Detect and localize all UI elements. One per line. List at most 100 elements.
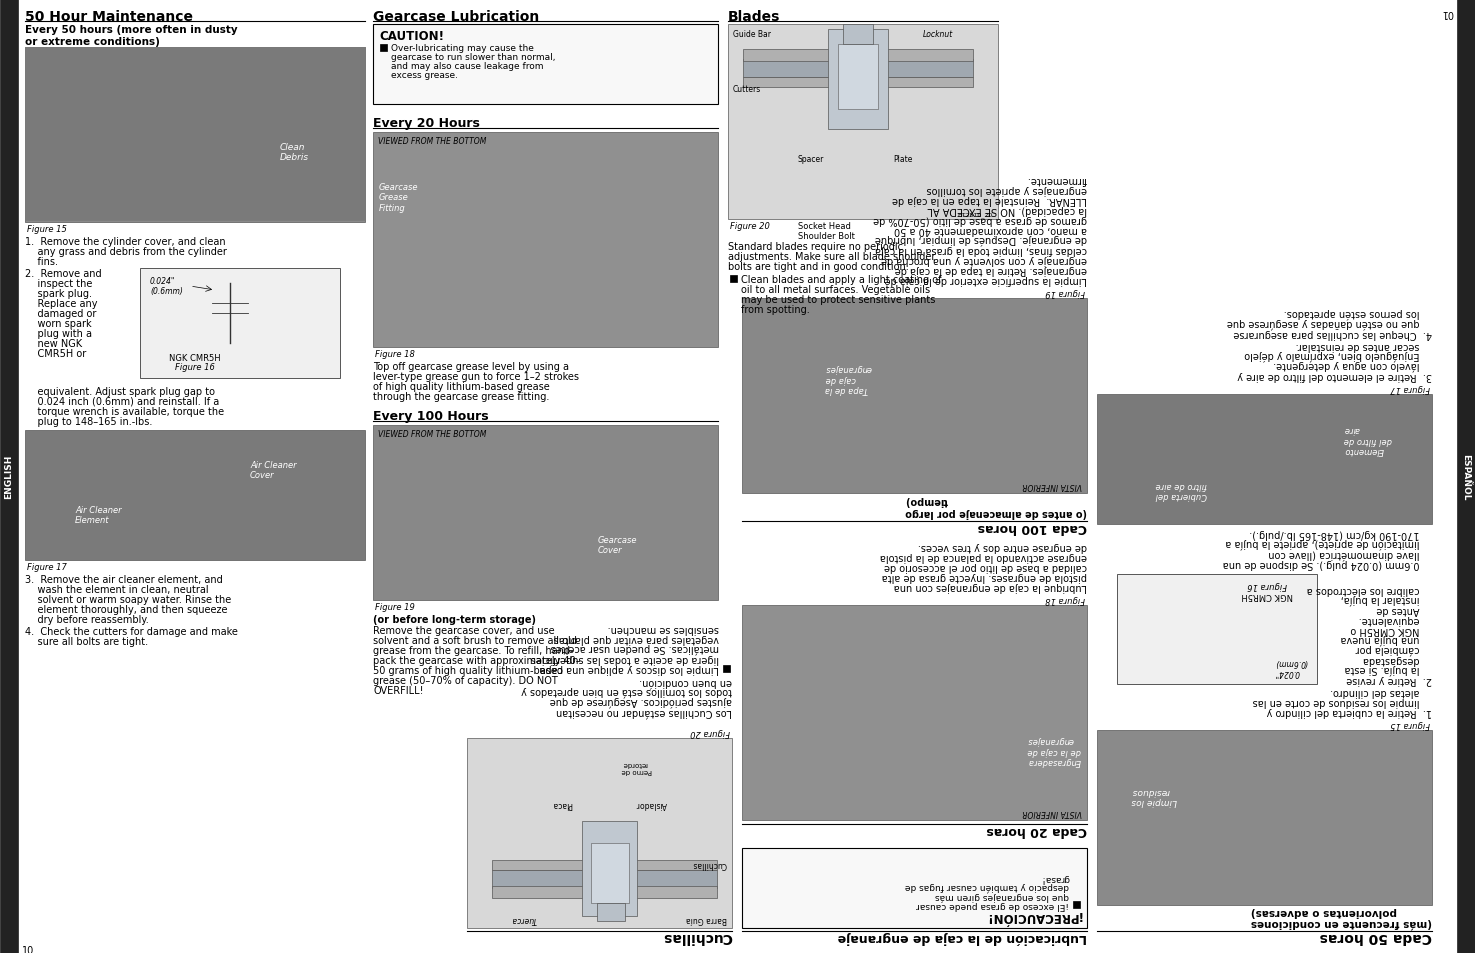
Text: Figure 20: Figure 20: [730, 222, 770, 231]
Bar: [743, 60, 974, 78]
Text: celdas finas, limpie toda la grasa en la caja: celdas finas, limpie toda la grasa en la…: [875, 245, 1087, 254]
Text: Figure 16: Figure 16: [176, 363, 215, 372]
Text: una bujía nueva: una bujía nueva: [1341, 634, 1432, 644]
Text: 01: 01: [1441, 8, 1453, 18]
Text: (más frecuente en condiciones
polvorientas o adversas): (más frecuente en condiciones polvorient…: [1251, 906, 1432, 928]
Bar: [742, 605, 1087, 821]
Text: Lubricación de la caja de engranaje: Lubricación de la caja de engranaje: [838, 930, 1087, 943]
Text: Over-lubricating may cause the: Over-lubricating may cause the: [391, 44, 534, 53]
Text: from spotting.: from spotting.: [740, 305, 810, 314]
Bar: [25, 48, 364, 223]
Bar: [1117, 575, 1317, 684]
Text: Air Cleaner
Element: Air Cleaner Element: [75, 505, 121, 525]
Text: ¡PRECAUCIÓN!: ¡PRECAUCIÓN!: [984, 909, 1081, 923]
Bar: [493, 870, 717, 888]
Text: Los Cuchillas estándar no necesitan: Los Cuchillas estándar no necesitan: [556, 706, 732, 717]
Text: (or before long-term storage): (or before long-term storage): [373, 615, 535, 624]
Bar: [583, 821, 637, 916]
Text: new NGK: new NGK: [25, 338, 83, 349]
Text: Barra Guía: Barra Guía: [686, 914, 727, 923]
Text: 170-190 kg/cm (148-165 lb./pulg.).: 170-190 kg/cm (148-165 lb./pulg.).: [1249, 529, 1432, 538]
Text: 50 grams of high quality lithium-based: 50 grams of high quality lithium-based: [373, 665, 563, 676]
Text: la bujía. Si esta: la bujía. Si esta: [1345, 664, 1432, 675]
Text: Limpie la superficie exterior de la caja de: Limpie la superficie exterior de la caja…: [885, 274, 1087, 285]
Text: VIEWED FROM THE BOTTOM: VIEWED FROM THE BOTTOM: [378, 430, 487, 438]
Text: limpie los residuos de corte en las: limpie los residuos de corte en las: [1252, 697, 1432, 706]
Bar: [597, 903, 625, 921]
Bar: [730, 275, 738, 283]
Text: Elemento
del filtro de
aire: Elemento del filtro de aire: [1344, 425, 1392, 455]
Text: gearcase to run slower than normal,: gearcase to run slower than normal,: [391, 53, 556, 62]
Bar: [743, 50, 974, 62]
Text: excess grease.: excess grease.: [391, 71, 459, 80]
Text: HT2510_20: HT2510_20: [957, 212, 993, 217]
Text: Limpie los discos y aplique una capa: Limpie los discos y aplique una capa: [540, 663, 718, 673]
Text: Top off gearcase grease level by using a: Top off gearcase grease level by using a: [373, 361, 569, 372]
Text: Limpie los
residuos: Limpie los residuos: [1131, 786, 1177, 805]
Text: 0.6mm (0.024 pulg.). Se dispone de una: 0.6mm (0.024 pulg.). Se dispone de una: [1223, 558, 1432, 568]
Text: calibre los electrodos a: calibre los electrodos a: [1307, 584, 1432, 595]
Text: CMR5H or: CMR5H or: [25, 349, 86, 358]
Bar: [844, 25, 873, 45]
Text: ¡El exceso de grasa puede causar: ¡El exceso de grasa puede causar: [916, 900, 1069, 909]
Text: 50 Hour Maintenance: 50 Hour Maintenance: [25, 10, 193, 24]
Text: 4.  Check the cutters for damage and make: 4. Check the cutters for damage and make: [25, 626, 237, 637]
Text: Figura 19: Figura 19: [1046, 288, 1086, 296]
Text: desgastada: desgastada: [1363, 655, 1432, 664]
Text: worn spark: worn spark: [25, 318, 91, 329]
Text: Blades: Blades: [729, 10, 780, 24]
Text: instalar la bujía,: instalar la bujía,: [1341, 594, 1432, 604]
Text: Placa: Placa: [552, 800, 572, 808]
Text: Antes de: Antes de: [1376, 604, 1432, 615]
Text: ESPAÑOL: ESPAÑOL: [1462, 454, 1471, 499]
Text: element thoroughly, and then squeeze: element thoroughly, and then squeeze: [25, 604, 227, 615]
Text: engranajes y apriete los tornillos: engranajes y apriete los tornillos: [926, 185, 1087, 194]
Text: Figura 15: Figura 15: [1389, 720, 1429, 728]
Text: 0.024 inch (0.6mm) and reinstall. If a: 0.024 inch (0.6mm) and reinstall. If a: [25, 396, 220, 407]
Bar: [25, 48, 364, 221]
Bar: [1097, 395, 1432, 524]
Bar: [0, 0, 18, 953]
Text: Cuchillas: Cuchillas: [692, 859, 727, 868]
Bar: [742, 848, 1087, 928]
Text: Cubierta del
filtro de aire: Cubierta del filtro de aire: [1155, 480, 1207, 499]
Text: bolts are tight and in good condition.: bolts are tight and in good condition.: [729, 262, 909, 272]
Text: Tuerca: Tuerca: [512, 914, 537, 923]
Text: oil to all metal surfaces. Vegetable oils: oil to all metal surfaces. Vegetable oil…: [740, 285, 931, 294]
Text: sensibles se manchen.: sensibles se manchen.: [608, 623, 718, 634]
Text: Enjuáguelo bien, exprímalo y déjelo: Enjuáguelo bien, exprímalo y déjelo: [1245, 350, 1432, 360]
Bar: [493, 886, 717, 898]
Text: Gearcase Lubrication: Gearcase Lubrication: [373, 10, 540, 24]
Text: OVERFILL!: OVERFILL!: [373, 685, 423, 696]
Text: engrase activando la palanca de la pistola: engrase activando la palanca de la pisto…: [881, 552, 1087, 561]
Text: a mano, con aproximadamente 40 a 50: a mano, con aproximadamente 40 a 50: [894, 225, 1087, 234]
Text: Engrasadera
de la caja de
engranajes: Engrasadera de la caja de engranajes: [1028, 736, 1081, 765]
Text: 2.  Retire y revise: 2. Retire y revise: [1347, 675, 1432, 684]
Text: VISTA INFERIOR: VISTA INFERIOR: [1022, 480, 1083, 490]
Text: ENGLISH: ENGLISH: [4, 455, 13, 498]
Bar: [723, 665, 730, 672]
Bar: [1457, 0, 1475, 953]
Text: 3.  Remove the air cleaner element, and: 3. Remove the air cleaner element, and: [25, 575, 223, 584]
Text: metálicas. Se pueden usar aceites: metálicas. Se pueden usar aceites: [550, 643, 718, 654]
Text: LLENAR.  Reinstale la tapa en la caja de: LLENAR. Reinstale la tapa en la caja de: [892, 194, 1087, 205]
Text: any grass and debris from the cylinder: any grass and debris from the cylinder: [25, 247, 227, 256]
Text: Cada 20 horas: Cada 20 horas: [987, 823, 1087, 836]
Text: 1.  Retire la cubierta del cilindro y: 1. Retire la cubierta del cilindro y: [1267, 706, 1432, 717]
Text: Cuchillas: Cuchillas: [662, 929, 732, 943]
Text: vegetales para evitar que plantas: vegetales para evitar que plantas: [553, 634, 718, 643]
Text: Remove the gearcase cover, and use: Remove the gearcase cover, and use: [373, 625, 555, 636]
Text: Figura 20: Figura 20: [690, 727, 730, 737]
Text: Gearcase
Cover: Gearcase Cover: [597, 536, 637, 555]
Bar: [381, 45, 386, 52]
Text: pistola de engrases. Inyecte grasa de alta: pistola de engrases. Inyecte grasa de al…: [882, 572, 1087, 581]
Text: Figure 15: Figure 15: [27, 225, 66, 233]
Text: Locknut: Locknut: [923, 30, 953, 39]
Text: gramos de grasa a base de litio (50-70% de: gramos de grasa a base de litio (50-70% …: [873, 214, 1087, 225]
Text: sure all bolts are tight.: sure all bolts are tight.: [25, 637, 148, 646]
Text: Socket Head
Shoulder Bolt: Socket Head Shoulder Bolt: [798, 222, 855, 241]
Text: NGK CMR5H: NGK CMR5H: [170, 354, 221, 363]
Text: en buen condición.: en buen condición.: [639, 677, 732, 686]
Text: Guide Bar: Guide Bar: [733, 30, 771, 39]
Text: 3.  Retire el elemento del filtro de aire y: 3. Retire el elemento del filtro de aire…: [1238, 371, 1432, 380]
